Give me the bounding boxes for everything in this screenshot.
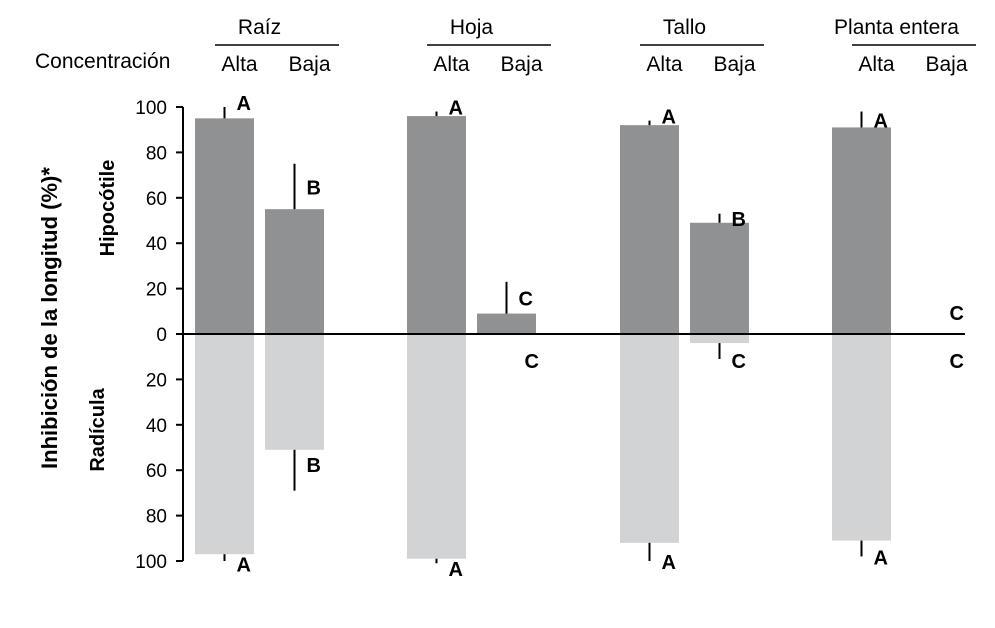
bar-hipocotile <box>690 222 749 334</box>
significance-letter: C <box>950 351 964 373</box>
y-tick-label: 100 <box>135 552 167 573</box>
y-tick-label: 0 <box>156 325 167 346</box>
hipocotile-label: Hipocótile <box>97 160 119 257</box>
y-tick-label: 60 <box>146 189 167 210</box>
significance-letter: A <box>874 547 888 569</box>
significance-letter: C <box>519 289 533 311</box>
y-tick-label: 20 <box>146 280 167 301</box>
significance-letter: A <box>237 554 251 576</box>
bar-hipocotile <box>195 118 254 334</box>
y-axis-label: Inhibición de la longitud (%)* <box>37 167 62 469</box>
significance-letter: B <box>732 209 746 231</box>
concentration-level-label: Baja <box>288 53 330 76</box>
group-label: Planta entera <box>834 16 959 39</box>
y-tick-label: 40 <box>146 416 167 437</box>
significance-letter: C <box>950 303 964 325</box>
bar-radicula <box>195 334 254 555</box>
bar-radicula <box>407 334 466 559</box>
bar-hipocotile <box>832 127 891 335</box>
concentration-level-label: Baja <box>713 53 755 76</box>
significance-letter: A <box>449 559 463 581</box>
bar-radicula <box>690 334 749 344</box>
concentration-level-label: Alta <box>221 53 258 76</box>
bar-radicula <box>620 334 679 543</box>
plot-area: 0 20 40 60 80 100 20 40 60 80 100 Raíz Alta A A Baja B B H… <box>135 16 976 581</box>
concentration-label: Concentración <box>35 50 170 73</box>
significance-letter: A <box>662 107 676 129</box>
significance-letter: C <box>732 351 746 373</box>
y-tick-label: 80 <box>146 143 167 164</box>
concentration-level-label: Alta <box>858 53 895 76</box>
y-tick-label: 80 <box>146 507 167 528</box>
y-tick-label: 60 <box>146 461 167 482</box>
y-tick-label: 100 <box>135 98 167 119</box>
significance-letter: C <box>525 351 539 373</box>
bar-hipocotile <box>477 313 536 334</box>
concentration-level-label: Alta <box>646 53 683 76</box>
group-label: Hoja <box>450 16 494 39</box>
bar-radicula <box>832 334 891 541</box>
group-label: Tallo <box>663 16 706 39</box>
significance-letter: A <box>237 93 251 115</box>
bar-hipocotile <box>265 209 324 334</box>
concentration-level-label: Baja <box>500 53 542 76</box>
concentration-level-label: Alta <box>433 53 470 76</box>
y-tick-label: 20 <box>146 370 167 391</box>
group-label: Raíz <box>238 16 281 39</box>
y-tick-label: 40 <box>146 234 167 255</box>
bar-radicula <box>265 334 324 450</box>
radicula-label: Radícula <box>87 387 109 471</box>
bar-hipocotile <box>620 125 679 334</box>
significance-letter: A <box>449 98 463 120</box>
significance-letter: B <box>307 455 321 477</box>
bar-hipocotile <box>407 116 466 334</box>
significance-letter: A <box>874 110 888 132</box>
significance-letter: A <box>662 552 676 574</box>
concentration-level-label: Baja <box>925 53 967 76</box>
significance-letter: B <box>307 177 321 199</box>
